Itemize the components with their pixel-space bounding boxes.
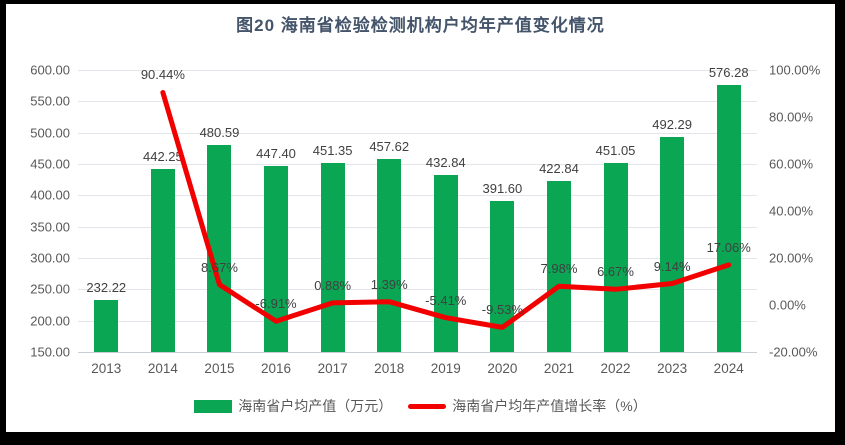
x-axis-tick-label: 2024 [713,361,744,376]
line-point-label: 1.39% [370,276,408,292]
bar-value-label: 432.84 [425,154,466,170]
x-axis-tick-label: 2020 [487,361,518,376]
line-point-label: 90.44% [140,67,185,83]
gridline [78,70,757,71]
chart-title: 图20 海南省检验检测机构户均年产值变化情况 [236,16,605,35]
legend-item-bars: 海南省户均产值（万元） [194,396,392,416]
bar-2017 [320,163,345,352]
gridline [78,164,757,165]
gridline [78,289,757,291]
y2-axis-tick-label: 40.00% [769,203,814,219]
y-axis-tick-label: 150.00 [30,344,70,360]
legend-label: 海南省户均产值（万元） [238,398,393,414]
line-point-label: -9.53% [481,302,523,318]
bar-2013 [94,300,119,352]
bar-value-label: 457.62 [369,139,410,155]
bar-value-label: 391.60 [482,180,523,196]
bar-value-label: 480.59 [199,124,240,140]
bar-2020 [490,200,515,352]
gridline [78,320,757,322]
y-axis-tick-label: 200.00 [30,313,70,329]
x-axis-tick-label: 2021 [543,361,574,376]
line-point-label: -5.41% [425,292,467,308]
gridline [78,101,757,103]
y-axis-tick-label: 450.00 [30,156,70,172]
bar-value-label: 442.25 [142,148,183,164]
gridline [78,352,757,353]
bar-2014 [150,168,175,352]
bar-2024 [716,84,741,352]
bar-2019 [433,174,458,352]
bar-2023 [660,137,685,352]
y-axis-tick-label: 500.00 [30,125,70,141]
bar-2016 [264,165,289,352]
bar-value-label: 447.40 [256,145,296,161]
legend-item-line: 海南省户均年产值增长率（%） [408,396,647,416]
x-axis-tick-label: 2013 [91,361,122,376]
x-axis-tick-label: 2022 [600,361,631,376]
y2-axis-tick-label: 0.00% [769,297,806,313]
x-axis-tick-label: 2018 [374,361,405,376]
bar-value-label: 451.05 [595,143,636,159]
gridline [78,132,757,134]
y-axis-tick-label: 300.00 [30,250,70,266]
x-axis-tick-label: 2014 [147,361,178,376]
bar-2022 [603,163,628,352]
y-axis-tick-label: 550.00 [30,93,70,109]
y2-axis-tick-label: 80.00% [769,109,814,125]
line-swatch-icon [408,403,447,409]
line-point-label: 17.06% [706,239,751,255]
bar-value-label: 232.22 [86,280,127,296]
y2-axis-tick-label: 100.00% [769,62,821,78]
bar-swatch-icon [194,399,233,413]
line-point-label: 6.67% [597,264,634,280]
y-axis-tick-label: 250.00 [30,281,70,297]
y-axis-tick-label: 600.00 [30,62,70,78]
line-point-label: 7.98% [540,261,578,277]
y-axis-tick-label: 400.00 [30,187,70,203]
y2-axis-tick-label: 20.00% [769,250,814,266]
x-axis-tick-label: 2017 [317,361,348,376]
line-point-label: 0.88% [314,277,352,293]
x-axis-tick-label: 2023 [657,361,688,376]
y2-axis-tick-label: -20.00% [769,344,818,360]
bar-value-label: 576.28 [708,64,749,80]
bar-2018 [377,159,402,352]
y2-axis-tick-label: 60.00% [769,156,814,172]
legend-label: 海南省户均年产值增长率（%） [452,398,647,414]
x-axis-tick-label: 2019 [430,361,461,376]
bar-value-label: 492.29 [652,117,693,133]
bar-value-label: 422.84 [539,161,579,177]
gridline [78,195,757,197]
bar-2015 [207,144,232,352]
line-point-label: -6.91% [255,296,297,312]
x-axis-tick-label: 2016 [261,361,292,376]
line-point-label: 9.14% [653,258,691,274]
bar-value-label: 451.35 [312,143,353,159]
gridline [78,226,757,228]
chart-canvas: 图20 海南省检验检测机构户均年产值变化情况 海南省户均产值（万元） 海南省户均年… [6,4,835,432]
line-point-label: 8.67% [201,259,238,275]
x-axis-tick-label: 2015 [204,361,235,376]
y-axis-tick-label: 350.00 [30,219,70,235]
legend: 海南省户均产值（万元） 海南省户均年产值增长率（%） [6,396,835,416]
